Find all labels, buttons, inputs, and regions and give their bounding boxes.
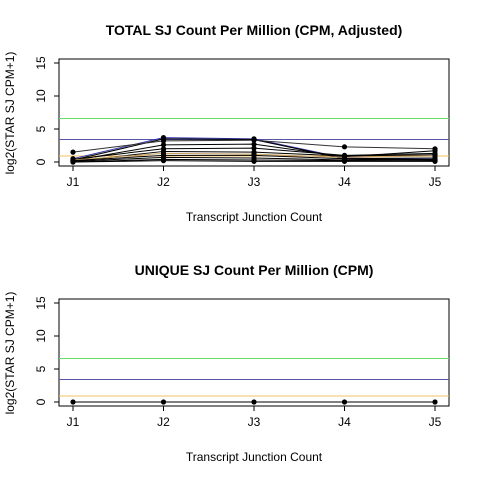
reference-lines-unique: [59, 357, 449, 397]
data-point: [341, 158, 348, 164]
x-tick-label: J5: [429, 415, 442, 429]
chart-title-unique: UNIQUE SJ Count Per Million (CPM): [135, 262, 374, 278]
x-axis-label-unique: Transcript Junction Count: [186, 450, 323, 464]
y-axis-label-total: log2(STAR SJ CPM+1): [3, 52, 17, 175]
y-tick-label: 15: [34, 296, 48, 310]
data-point: [251, 137, 257, 143]
data-point: [160, 158, 167, 164]
x-tick-label: J2: [157, 175, 170, 189]
data-point: [432, 399, 438, 405]
data-point: [251, 145, 257, 151]
data-point: [70, 149, 76, 155]
x-axis-label-total: Transcript Junction Count: [186, 210, 323, 224]
data-point: [341, 144, 348, 150]
x-tick-label: J3: [248, 175, 261, 189]
y-tick-label: 5: [34, 125, 48, 132]
data-point: [251, 141, 257, 147]
chart-panel-unique: UNIQUE SJ Count Per Million (CPM) Transc…: [3, 262, 450, 464]
x-tick-label: J1: [67, 415, 80, 429]
series-lines-total: [70, 134, 438, 165]
data-point: [251, 158, 257, 164]
data-point: [70, 399, 76, 405]
chart-title-total: TOTAL SJ Count Per Million (CPM, Adjuste…: [106, 22, 403, 38]
plot-area-unique: [58, 298, 450, 407]
x-tick-label: J5: [429, 175, 442, 189]
y-tick-label: 5: [34, 365, 48, 372]
y-axis-label-unique: log2(STAR SJ CPM+1): [3, 292, 17, 415]
y-tick-label: 10: [34, 329, 48, 343]
x-tick-label: J1: [67, 175, 80, 189]
data-point: [160, 142, 167, 148]
y-tick-label: 0: [34, 158, 48, 165]
data-point: [70, 159, 76, 165]
data-point: [160, 138, 167, 144]
axis-ticks-total: J1 J2 J3 J4 J5 0 5 10 15: [34, 56, 442, 189]
series-lines-unique: [70, 399, 438, 405]
data-point: [160, 399, 167, 405]
y-tick-label: 15: [34, 56, 48, 70]
data-point: [251, 399, 257, 405]
chart-panel-total: TOTAL SJ Count Per Million (CPM, Adjuste…: [3, 22, 450, 224]
x-tick-label: J2: [157, 415, 170, 429]
x-tick-label: J3: [248, 415, 261, 429]
axis-ticks-unique: J1 J2 J3 J4 J5 0 5 10 15: [34, 296, 442, 429]
y-tick-label: 0: [34, 398, 48, 405]
data-point: [341, 399, 348, 405]
y-tick-label: 10: [34, 89, 48, 103]
x-tick-label: J4: [338, 415, 351, 429]
data-point: [432, 158, 438, 164]
x-tick-label: J4: [338, 175, 351, 189]
